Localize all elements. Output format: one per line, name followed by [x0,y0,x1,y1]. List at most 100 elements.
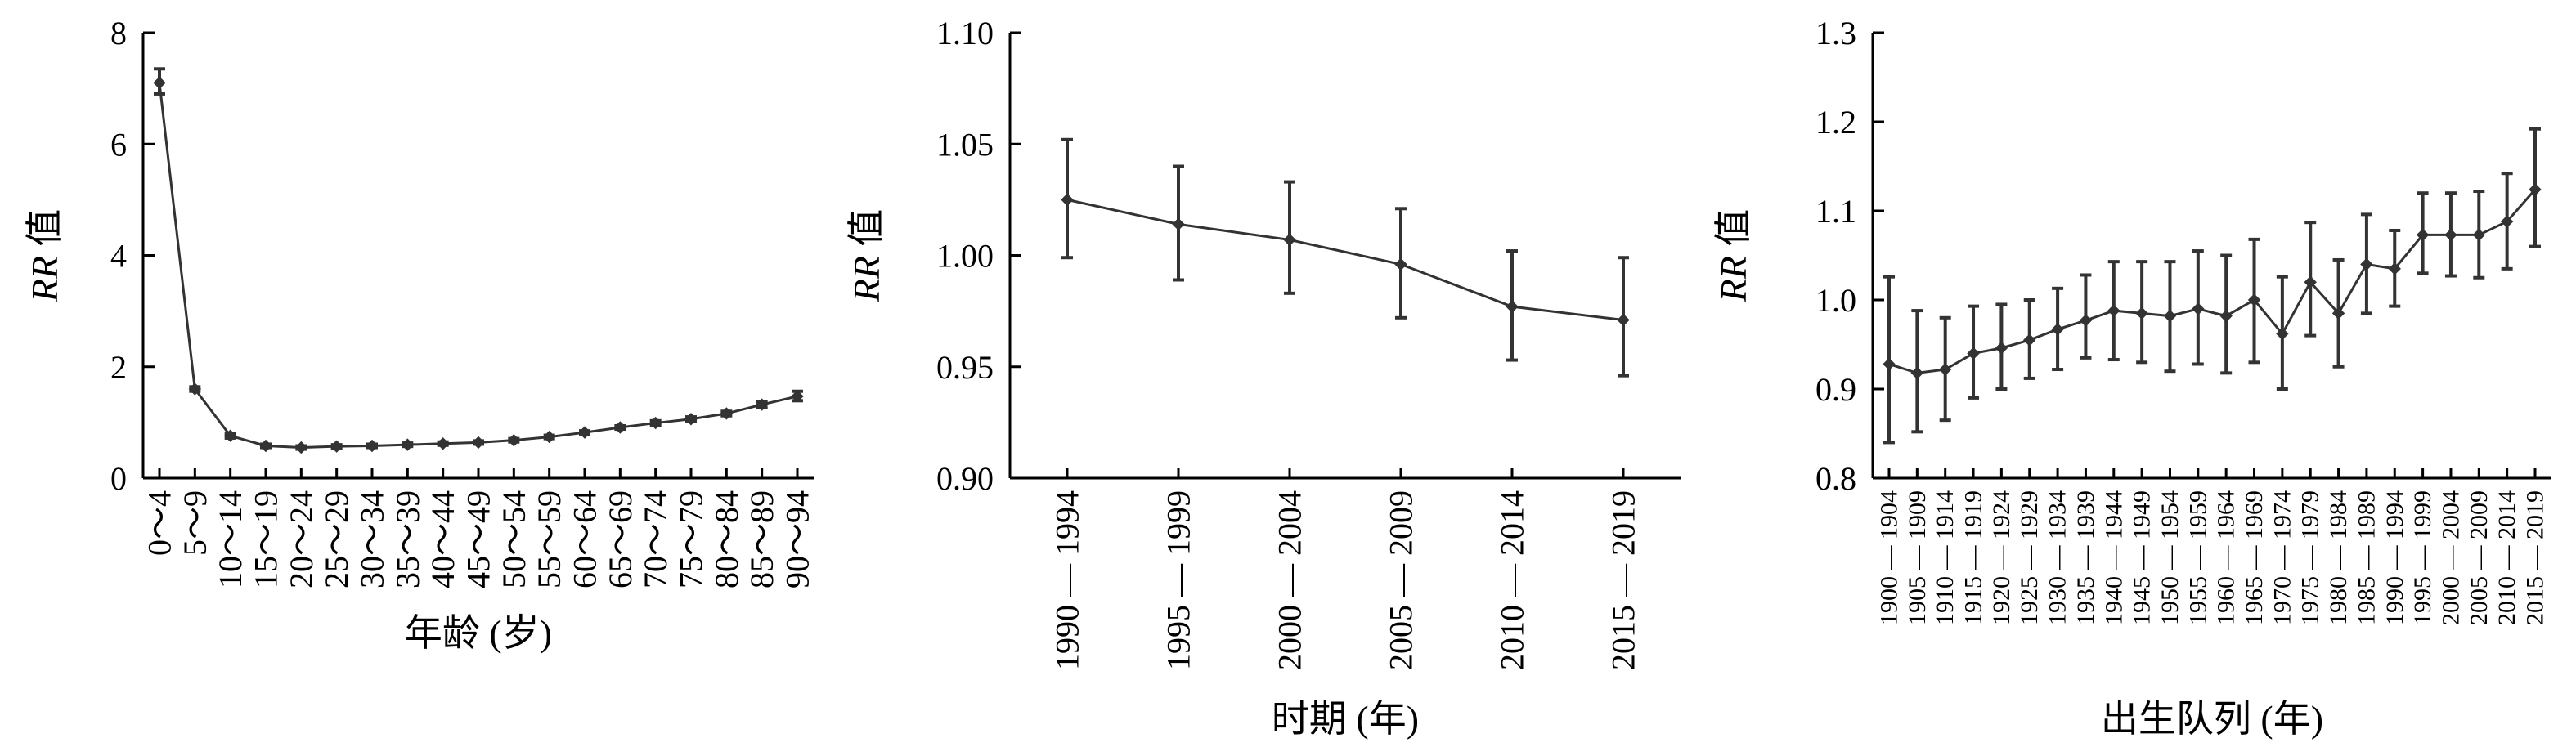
chart-cohort-x-tick-label: 1935 — 1939 [2072,490,2099,625]
chart-cohort: 0.8 0.9 1.0 1.1 1.2 1.3 1900 — 1904 1905 — 1909… [1712,15,2551,740]
chart-cohort-x-tick-label: 1985 — 1989 [2353,490,2380,625]
chart-age-x-tick-label: 55～59 [531,490,568,588]
chart-cohort-data-point [2360,257,2373,271]
chart-cohort-data-point [2416,228,2430,242]
chart-cohort-y-tick-label: 1.1 [1815,193,1856,230]
chart-cohort-x-axis-title: 出生队列 (年) [2101,698,2323,740]
chart-age-x-tick-label: 60～64 [567,490,604,588]
chart-period-x-tick-label: 2005 — 2009 [1383,490,1420,670]
chart-cohort-y-tick-label: 0.9 [1815,371,1856,408]
chart-age-data-point [648,416,662,430]
chart-cohort-x-tick-label: 1950 — 1954 [2156,490,2183,625]
chart-age-data-point [684,413,698,426]
chart-cohort-data-point [1967,347,1980,360]
chart-period-x-tick-label: 1995 — 1999 [1160,490,1197,670]
chart-cohort-data-point [2051,323,2064,336]
chart-cohort-data-point [2192,302,2205,315]
chart-age-series-line [158,83,798,450]
chart-cohort-y-axis-title-rest: 值 [1712,209,1754,257]
chart-age-x-tick-label: 90～94 [779,490,816,588]
chart-cohort-series-line [1888,188,2537,374]
chart-age-data-point [436,437,450,450]
chart-cohort-y-tick-label: 1.3 [1815,15,1856,51]
chart-cohort-x-tick-label: 1970 — 1974 [2269,490,2296,625]
chart-cohort-y-axis-title: RR 值 [1712,209,1754,303]
chart-period-y-tick-label: 1.05 [936,126,994,163]
chart-period-x-tick-label: 2015 — 2019 [1605,490,1642,670]
chart-cohort-data-point [2107,304,2120,317]
chart-age-x-tick-label: 40～44 [424,490,461,588]
chart-period-data-point [1172,217,1185,231]
chart-age-x-tick-label: 0～4 [141,490,178,556]
chart-age-data-point [507,433,521,447]
chart-cohort-data-point [2444,228,2457,242]
chart-cohort-x-tick-label: 1920 — 1924 [1988,490,2015,625]
chart-age: 0 2 4 6 8 0～45～910～1415～1920～2425～2930～3435～3… [24,15,816,654]
chart-period-data-point [1506,300,1519,313]
chart-age-y-tick-label: 6 [110,126,127,163]
chart-cohort-data-point [2163,309,2177,323]
chart-cohort-data-point [1938,363,1952,376]
chart-cohort-data-point [2276,327,2289,341]
chart-age-data-point [153,76,166,90]
chart-cohort-x-tick-label: 2005 — 2009 [2466,490,2493,625]
chart-cohort-data-point [2472,228,2486,242]
chart-age-data-point [366,439,379,453]
chart-age-data-point [188,382,202,396]
chart-age-x-tick-label: 45～49 [460,490,497,588]
chart-cohort-x-tick-label: 2000 — 2004 [2437,490,2464,625]
chart-age-data-point [294,441,308,454]
chart-age-x-tick-label: 85～89 [743,490,780,588]
chart-cohort-y-tick-label: 1.2 [1815,104,1856,141]
chart-cohort-data-point [2529,183,2542,196]
chart-cohort-x-tick-label: 1955 — 1959 [2184,490,2211,625]
chart-period-y-axis-title-italic: RR [846,256,887,302]
chart-cohort-data-point [2219,309,2233,323]
chart-period-x-axis-title: 时期 (年) [1272,698,1419,740]
chart-age-data-point [755,398,769,411]
chart-cohort-x-tick-label: 1945 — 1949 [2129,490,2156,625]
chart-age-x-tick-label: 30～34 [354,490,391,588]
chart-cohort-x-tick-label: 1925 — 1929 [2016,490,2043,625]
chart-age-x-tick-label: 35～39 [389,490,426,588]
chart-period-y-tick-label: 1.10 [936,15,994,51]
chart-cohort-x-tick-label: 2015 — 2019 [2522,490,2549,625]
chart-cohort-x-tick-label: 1910 — 1914 [1932,490,1959,625]
chart-age-x-tick-label: 50～54 [496,490,532,588]
chart-period-data-point [1283,233,1296,247]
chart-age-y-axis-title-italic: RR [24,256,65,302]
chart-cohort-x-tick-label: 1990 — 1994 [2381,490,2408,625]
chart-cohort-x-tick-label: 1960 — 1964 [2213,490,2240,625]
chart-cohort-x-tick-label: 1995 — 1999 [2409,490,2436,625]
chart-age-data-point [472,436,485,450]
chart-age-x-tick-label: 70～74 [637,490,674,588]
chart-age-x-tick-label: 80～84 [708,490,745,588]
chart-age-y-axis-title-rest: 值 [24,209,65,257]
chart-age-y-axis-title: RR 值 [24,209,65,303]
chart-cohort-x-tick-label: 1965 — 1969 [2241,490,2268,625]
chart-period-data-point [1617,313,1630,327]
chart-age-data-point [223,429,237,442]
chart-cohort-data-point [1910,366,1924,380]
chart-period-x-tick-label: 2010 — 2014 [1494,490,1531,670]
chart-cohort-x-tick-label: 1980 — 1984 [2325,490,2352,625]
chart-age-data-point [791,390,804,403]
chart-age-data-point [401,438,415,451]
chart-cohort-data-point [2135,306,2148,320]
chart-age-x-axis-title: 年龄 (岁) [405,612,552,654]
chart-age-data-point [330,440,343,453]
chart-cohort-x-tick-label: 1975 — 1979 [2297,490,2324,625]
chart-cohort-data-point [2079,314,2093,327]
chart-cohort-x-tick-label: 1915 — 1919 [1960,490,1987,625]
chart-age-y-tick-label: 0 [110,460,127,497]
chart-cohort-x-tick-label: 1940 — 1944 [2100,490,2127,625]
chart-period-y-tick-label: 1.00 [936,238,994,275]
chart-period-data-point [1061,193,1074,207]
chart-age-data-point [613,421,627,434]
chart-age-x-tick-label: 20～24 [283,490,320,588]
chart-period-y-tick-label: 0.90 [936,460,994,497]
chart-age-y-tick-label: 4 [110,238,127,275]
chart-cohort-data-point [2023,333,2036,347]
chart-age-data-point [542,430,556,444]
